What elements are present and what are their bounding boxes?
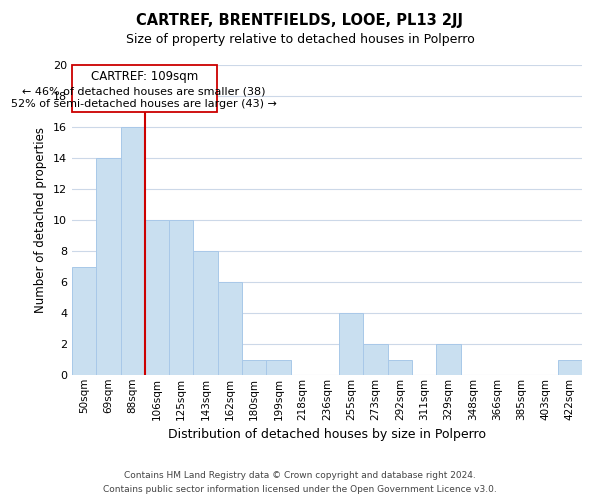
Bar xyxy=(218,282,242,375)
Bar xyxy=(72,266,96,375)
Bar xyxy=(364,344,388,375)
Bar xyxy=(339,313,364,375)
Text: CARTREF: 109sqm: CARTREF: 109sqm xyxy=(91,70,198,83)
Bar xyxy=(388,360,412,375)
Text: ← 46% of detached houses are smaller (38): ← 46% of detached houses are smaller (38… xyxy=(23,86,266,97)
Y-axis label: Number of detached properties: Number of detached properties xyxy=(34,127,47,313)
Bar xyxy=(193,251,218,375)
Text: 52% of semi-detached houses are larger (43) →: 52% of semi-detached houses are larger (… xyxy=(11,99,277,109)
Text: Contains public sector information licensed under the Open Government Licence v3: Contains public sector information licen… xyxy=(103,484,497,494)
Text: CARTREF, BRENTFIELDS, LOOE, PL13 2JJ: CARTREF, BRENTFIELDS, LOOE, PL13 2JJ xyxy=(137,12,464,28)
FancyBboxPatch shape xyxy=(72,65,217,112)
Text: Contains HM Land Registry data © Crown copyright and database right 2024.: Contains HM Land Registry data © Crown c… xyxy=(124,472,476,480)
Bar xyxy=(242,360,266,375)
Bar xyxy=(266,360,290,375)
Bar xyxy=(145,220,169,375)
X-axis label: Distribution of detached houses by size in Polperro: Distribution of detached houses by size … xyxy=(168,428,486,441)
Bar xyxy=(121,127,145,375)
Bar xyxy=(96,158,121,375)
Bar xyxy=(169,220,193,375)
Text: Size of property relative to detached houses in Polperro: Size of property relative to detached ho… xyxy=(125,32,475,46)
Bar xyxy=(436,344,461,375)
Bar xyxy=(558,360,582,375)
